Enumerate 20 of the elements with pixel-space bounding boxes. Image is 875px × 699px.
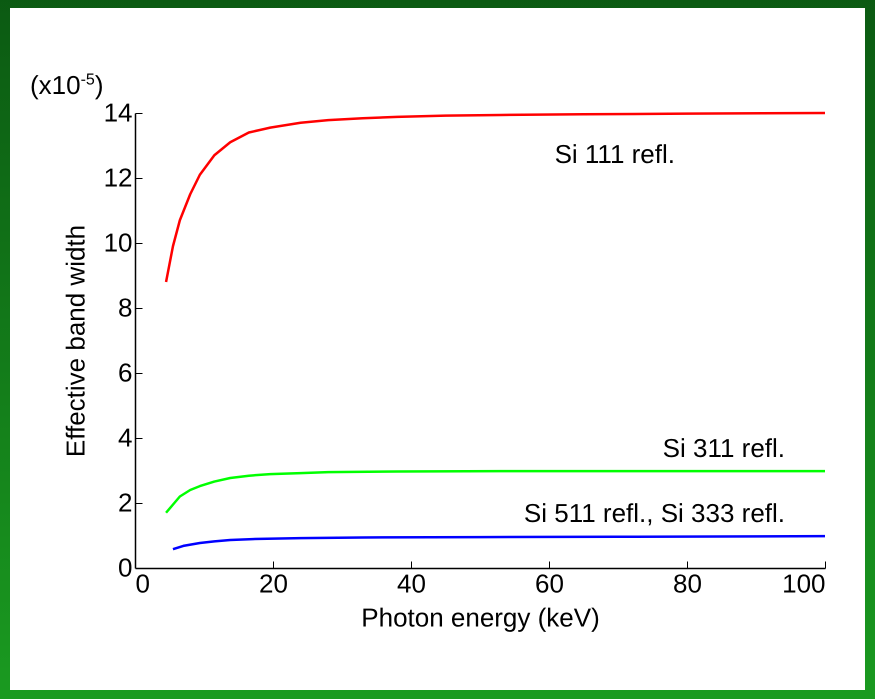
series-label: Si 111 refl.	[554, 139, 675, 169]
line-series	[164, 112, 826, 284]
text: (x10$^{-5}$)	[30, 70, 104, 101]
y-tick-label: 12	[104, 162, 132, 192]
series-label: Si 511 refl., Si 333 refl.	[524, 498, 785, 528]
series-label: Si 311 refl.	[662, 433, 785, 464]
x-tick-label: 20	[259, 568, 288, 598]
x-axis-title: Photon energy (keV)	[361, 602, 600, 632]
x-tick-label: 80	[673, 568, 702, 598]
y-tick-label: 4	[118, 422, 132, 452]
y-tick-label: 6	[118, 358, 132, 388]
y-tick-label: 2	[118, 488, 132, 518]
x-tick-label: 40	[397, 568, 426, 598]
x-tick-label: 60	[535, 568, 564, 598]
line-series	[172, 534, 826, 550]
x-tick-label: 100	[782, 568, 826, 598]
y-tick-label: 14	[104, 98, 132, 128]
y-axis-title: Effective band width	[60, 224, 91, 458]
y-tick-label: 10	[104, 228, 132, 258]
y-tick-label: 8	[118, 292, 132, 322]
